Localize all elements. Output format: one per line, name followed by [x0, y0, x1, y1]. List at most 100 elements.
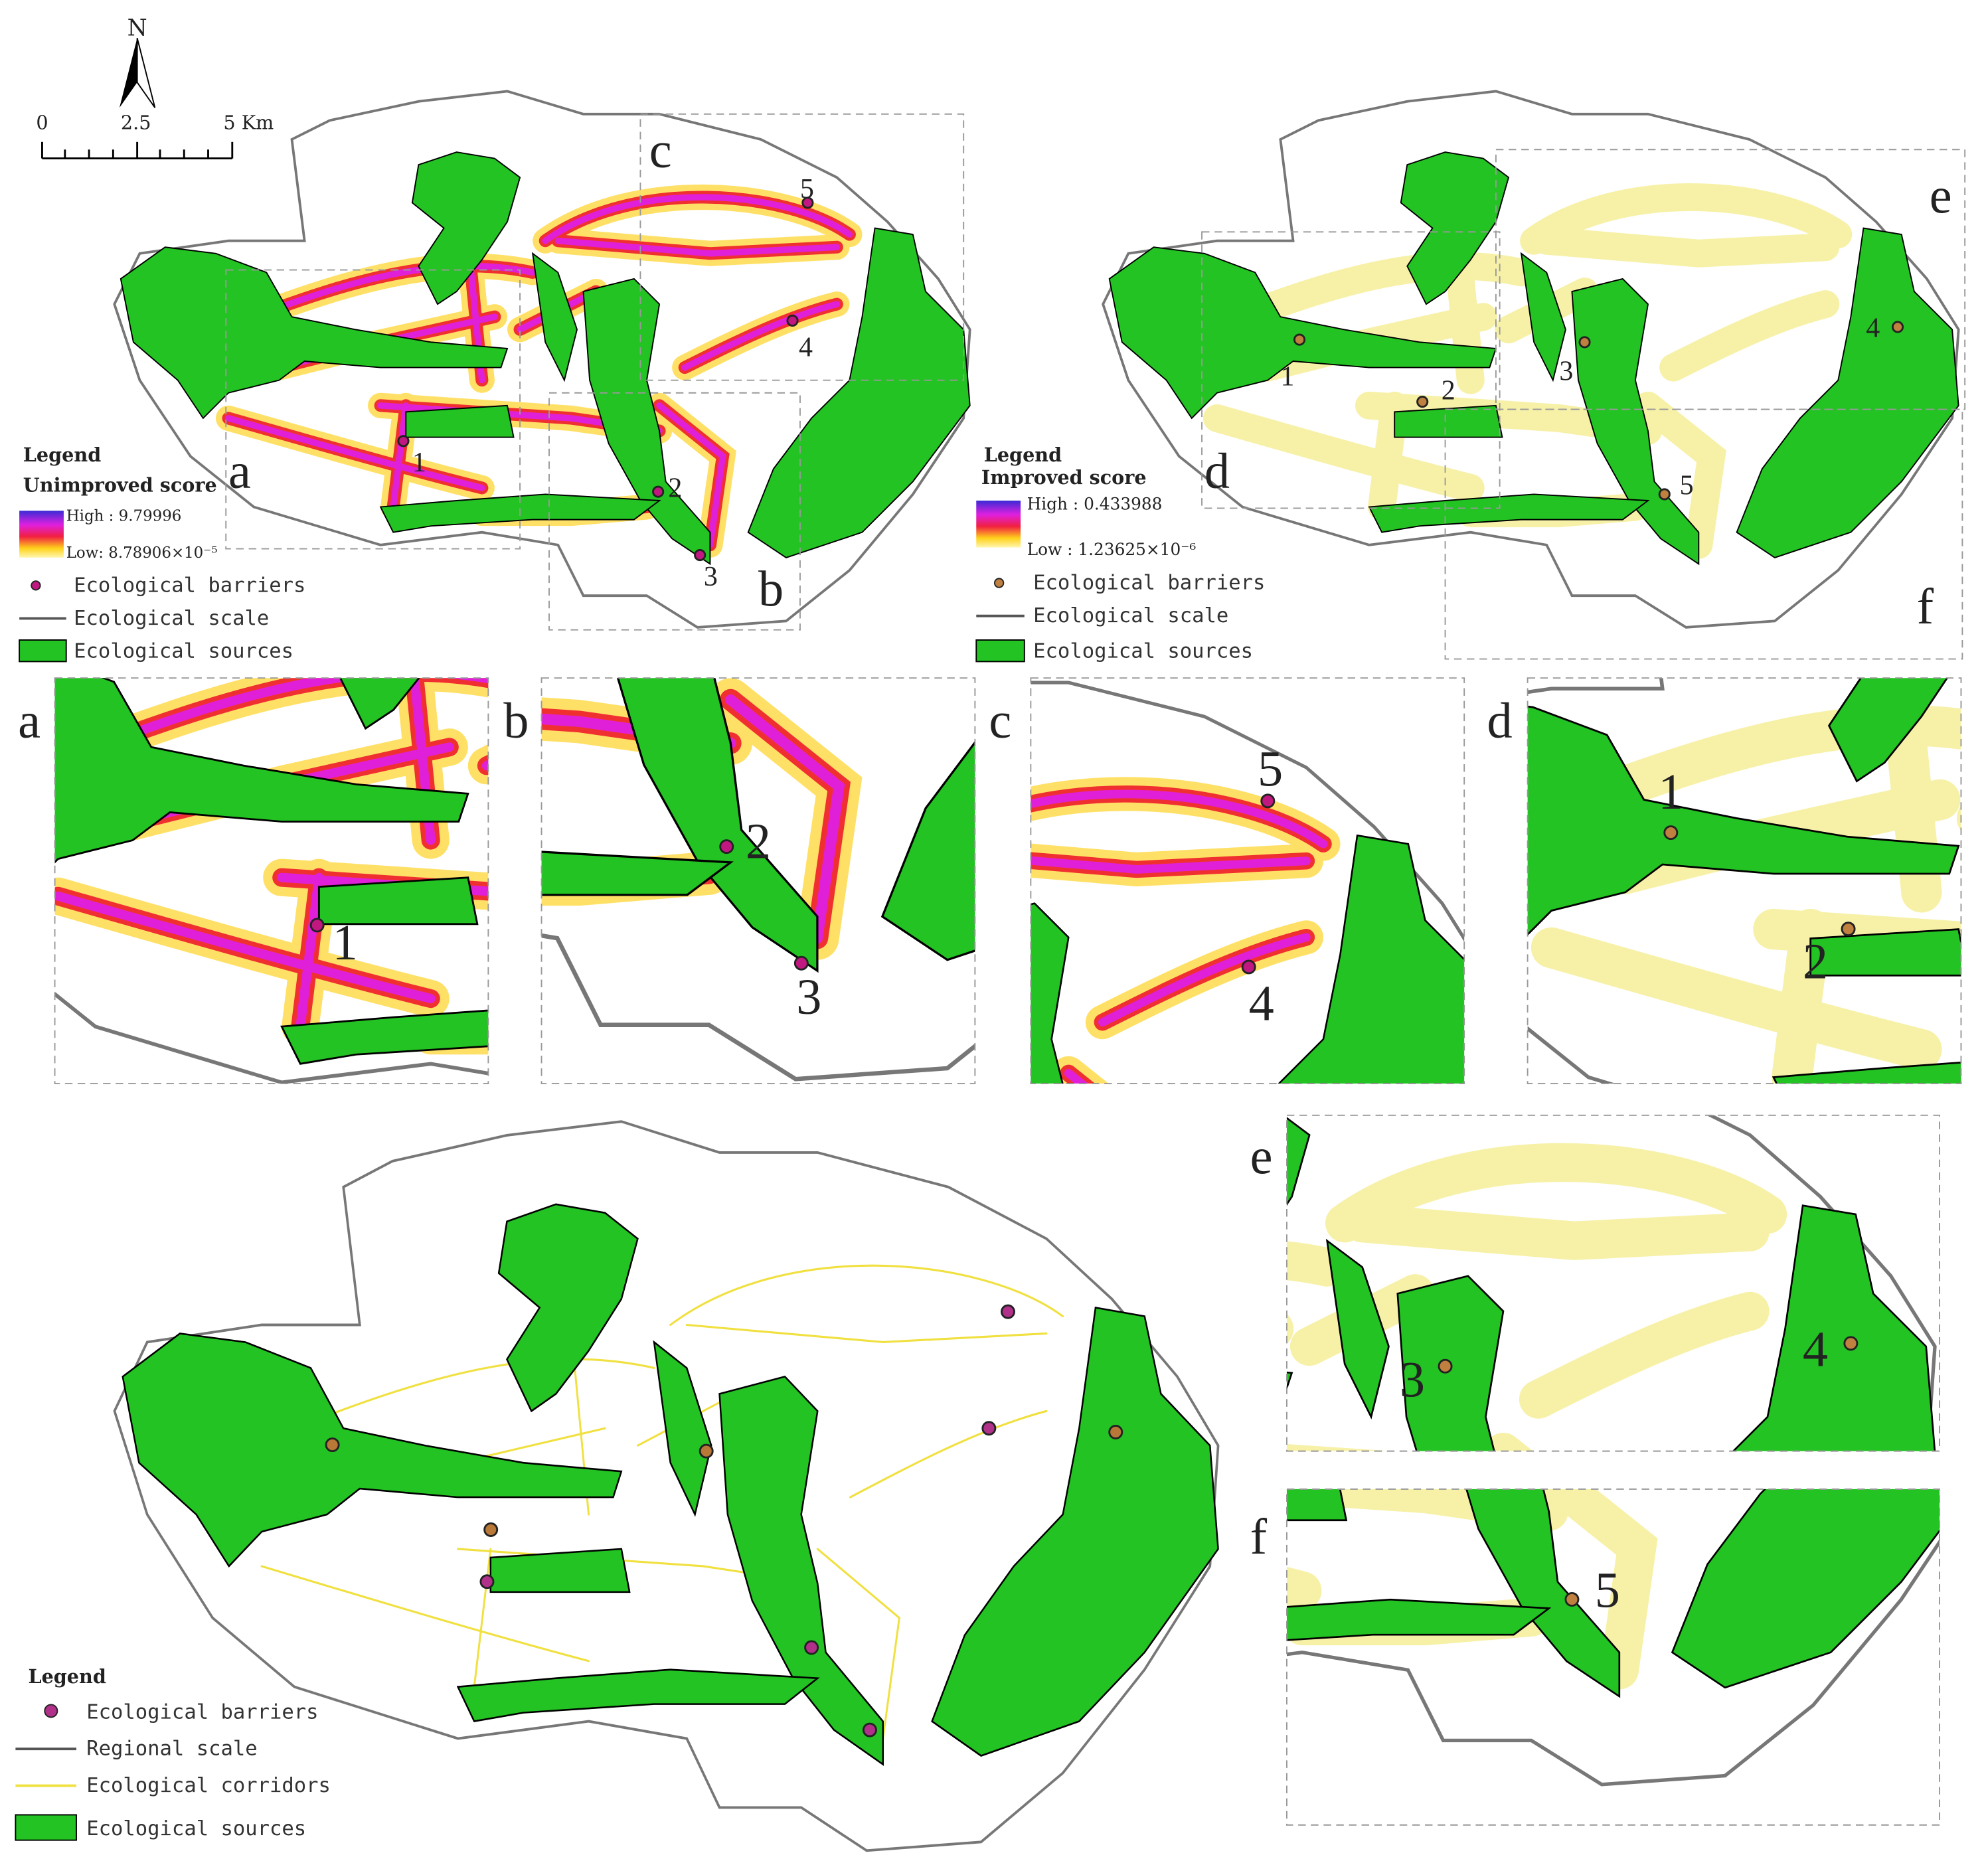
legend-unimproved: Legend Unimproved score High : 9.79996 L… — [19, 444, 305, 663]
map-shape — [1108, 1425, 1123, 1439]
barrier-label: 4 — [1803, 1321, 1828, 1378]
map-shape — [309, 918, 325, 933]
scale-label: 5 Km — [223, 112, 274, 134]
barrier-label: 4 — [799, 332, 813, 363]
improved-map — [1103, 91, 1958, 627]
map-shape — [325, 1437, 340, 1453]
panel-label: d — [1204, 443, 1230, 499]
barrier-label: 5 — [800, 174, 814, 204]
map-shape — [1444, 408, 1963, 660]
barrier-label: 1 — [333, 914, 358, 971]
map-shape — [1527, 677, 1962, 1085]
legend-item: Ecological barriers — [1033, 572, 1265, 595]
map-shape — [1293, 333, 1306, 346]
map-shape — [309, 197, 1276, 975]
map-shape — [548, 392, 801, 631]
inset-label: a — [18, 692, 41, 749]
legend-low: Low: 8.78906×10⁻⁵ — [66, 544, 218, 562]
legend-high: High : 9.79996 — [66, 508, 182, 525]
map-shape — [793, 955, 809, 971]
legend-item: Ecological sources — [1033, 640, 1253, 663]
inset-label: e — [1250, 1129, 1273, 1185]
region-frames — [225, 113, 965, 631]
inset-a — [54, 677, 489, 1085]
inset-d — [1527, 677, 1962, 1085]
map-shape — [1201, 231, 1501, 509]
map-shape — [1843, 1336, 1859, 1351]
panel-label: b — [758, 560, 784, 617]
map-shape — [119, 38, 137, 108]
legend-item: Ecological scale — [1033, 604, 1228, 627]
map-shape — [1241, 959, 1256, 975]
map-shape — [1103, 91, 1958, 627]
barrier-points — [309, 197, 1904, 1738]
map-shape — [1001, 1304, 1015, 1319]
legend-barrier — [44, 1704, 58, 1718]
map-shape — [225, 269, 521, 550]
map-shape — [325, 1425, 1123, 1537]
barrier-label: 1 — [1658, 764, 1683, 820]
barrier-label: 2 — [668, 473, 682, 503]
regional-map — [113, 1120, 1220, 1852]
legend-item: Ecological corridors — [86, 1774, 331, 1797]
barrier-label: 3 — [1559, 357, 1573, 387]
inset-c — [1030, 677, 1465, 1085]
map-shape — [652, 485, 665, 498]
map-shape — [540, 677, 976, 1085]
barrier-label: 5 — [1595, 1562, 1620, 1618]
map-shape — [1564, 1591, 1580, 1607]
legend-score: Improved score — [981, 466, 1147, 489]
inset-b — [540, 677, 976, 1085]
inset-label: c — [989, 692, 1011, 749]
map-shape — [1578, 336, 1591, 349]
map-shape — [1260, 793, 1276, 809]
legend-item: Ecological sources — [86, 1817, 306, 1840]
map-shape — [54, 677, 489, 1085]
panel-label: c — [649, 122, 672, 179]
map-shape — [1891, 321, 1904, 333]
map-shape — [479, 1304, 1015, 1738]
legend-score: Unimproved score — [23, 474, 217, 497]
barrier-label: 4 — [1249, 975, 1274, 1032]
map-shape — [719, 839, 734, 854]
map-shape — [804, 1640, 819, 1655]
map-shape — [479, 1574, 495, 1589]
map-shape — [397, 435, 410, 447]
map-shape — [699, 1443, 714, 1459]
legend-title: Legend — [984, 444, 1062, 466]
panel-label: e — [1930, 168, 1952, 224]
legend-patch — [19, 639, 67, 663]
legend-title: Legend — [23, 444, 101, 466]
legend-item: Ecological sources — [74, 640, 293, 663]
map-shape — [1293, 321, 1904, 1607]
barrier-label: 5 — [1258, 740, 1283, 797]
barrier-label: 3 — [796, 969, 821, 1025]
scale-bar — [41, 141, 234, 160]
panel-label: a — [228, 443, 251, 499]
legend-low: Low : 1.23625×10⁻⁶ — [1027, 540, 1197, 559]
map-shape — [801, 197, 814, 209]
legend-item: Ecological scale — [74, 607, 269, 630]
legend-item: Regional scale — [86, 1738, 257, 1761]
inset-label: b — [503, 692, 529, 749]
barrier-label: 2 — [746, 813, 771, 869]
legend-item: Ecological barriers — [86, 1700, 318, 1724]
barrier-label: 1 — [412, 447, 426, 478]
map-shape — [1658, 488, 1671, 501]
map-shape — [1663, 825, 1679, 841]
barrier-label: 2 — [1442, 375, 1455, 406]
inset-label: d — [1487, 692, 1513, 749]
legend-barrier — [993, 578, 1005, 588]
barrier-label: 3 — [1400, 1352, 1425, 1408]
legend-regional: Legend Ecological barriers Regional scal… — [15, 1665, 331, 1841]
legend-patch — [15, 1814, 77, 1841]
legend-ramp — [19, 511, 64, 558]
north-label: N — [127, 15, 147, 41]
map-shape — [694, 549, 706, 562]
map-shape — [981, 1421, 997, 1436]
map-shape — [1416, 396, 1429, 408]
barrier-label: 3 — [704, 562, 718, 592]
legend-improved: Legend Improved score High : 0.433988 Lo… — [975, 444, 1265, 663]
map-shape — [1438, 1358, 1453, 1374]
